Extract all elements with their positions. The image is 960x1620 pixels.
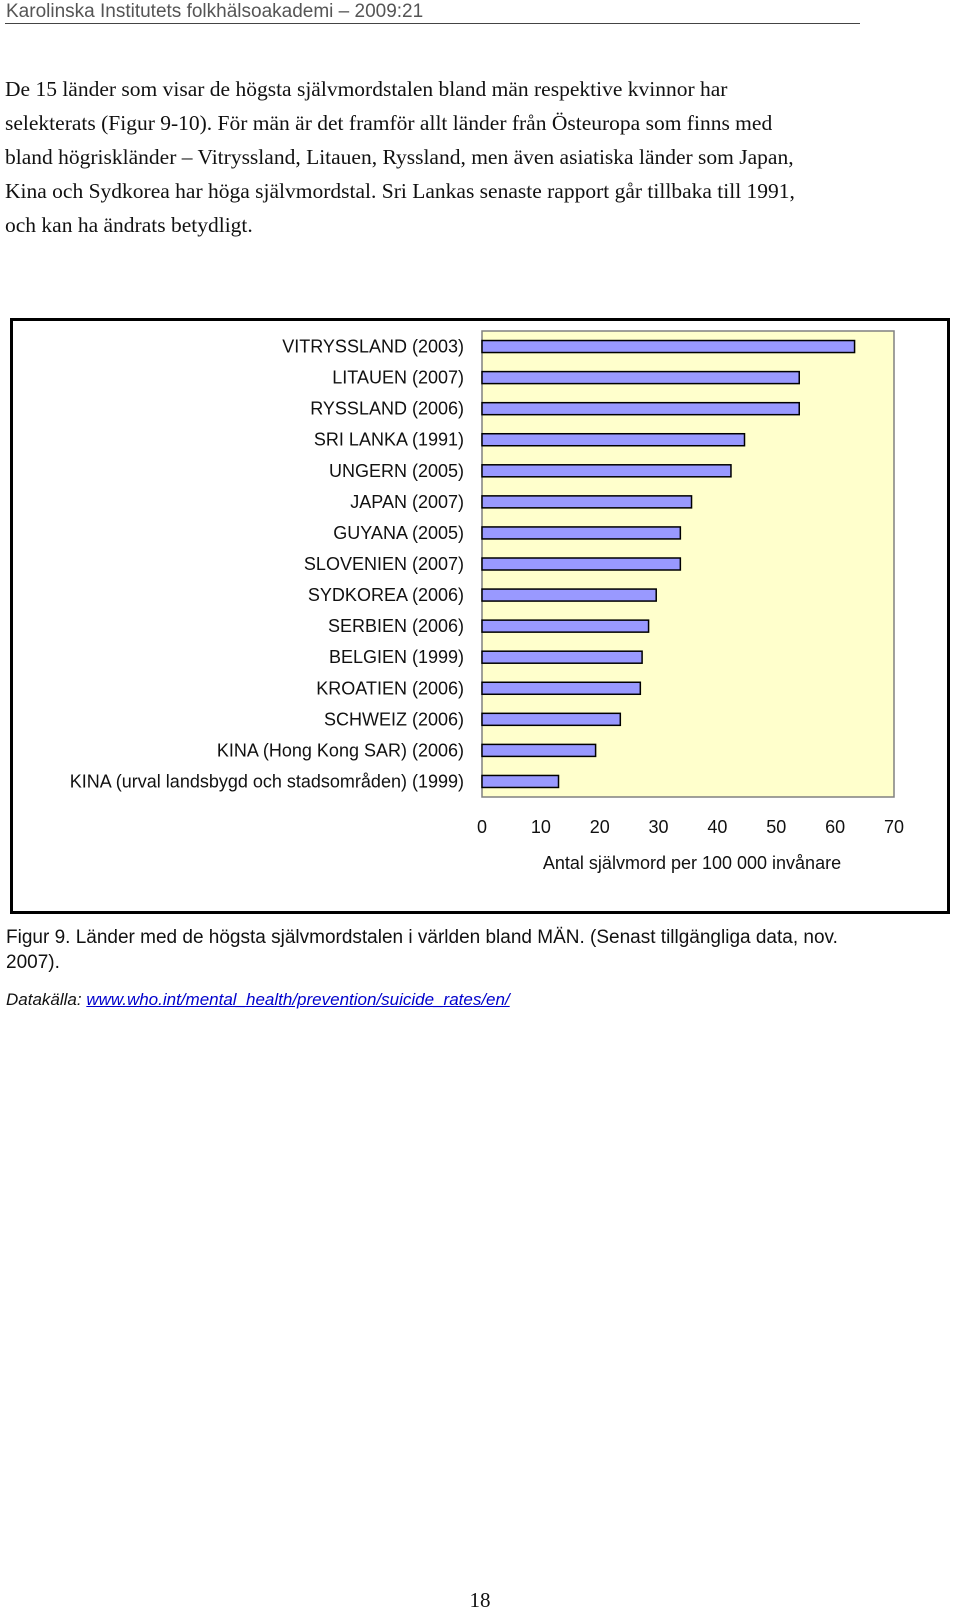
bar [481,681,642,696]
bar [481,495,693,509]
x-tick-label: 50 [766,817,786,837]
bar [481,557,682,571]
category-label: LITAUEN (2007) [332,368,464,388]
caption-line: Figur 9. Länder med de högsta självmords… [6,927,838,948]
data-source: Datakälla: www.who.int/mental_health/pre… [6,990,510,1010]
category-label: BELGIEN (1999) [329,647,464,667]
x-axis-label: Antal självmord per 100 000 invånare [543,853,841,873]
bar [481,712,622,727]
page-number: 18 [469,1588,491,1612]
paragraph-line: bland högrisk­länder – Vitryssland, Lita… [5,145,794,169]
bar [481,401,800,416]
bar [481,774,560,789]
category-label: SCHWEIZ (2006) [324,709,464,729]
figure-frame: VITRYSSLAND (2003) LITAUEN (2007) RYSSLAND… [10,318,950,914]
figure-caption: Figur 9. Länder med de högsta självmords… [6,925,956,975]
bar [481,588,657,602]
paragraph-line: och kan ha ändrats betydligt. [5,213,253,237]
category-label: KINA (Hong Kong SAR) (2006) [217,740,464,760]
body-paragraph: De 15 länder som visar de högsta självmo… [5,72,935,242]
category-label: GUYANA (2005) [333,523,464,543]
category-label: SRI LANKA (1991) [314,430,464,450]
x-tick-label: 20 [590,817,610,837]
x-tick-label: 70 [884,817,904,837]
category-label: VITRYSSLAND (2003) [282,337,464,357]
bar [481,464,732,478]
category-label: SLOVENIEN (2007) [304,554,464,574]
source-link[interactable]: www.who.int/mental_health/prevention/sui… [86,990,510,1009]
bar [481,526,682,540]
category-label: UNGERN (2005) [329,461,464,481]
bar-chart: VITRYSSLAND (2003) LITAUEN (2007) RYSSLAND… [70,330,904,873]
category-label: JAPAN (2007) [350,492,464,512]
paragraph-line: De 15 länder som visar de högsta självmo… [5,77,728,101]
source-label: Datakälla: [6,990,87,1009]
header-rule [5,23,860,24]
paragraph-line: selekterats (Figur 9-10). För män är det… [5,111,773,135]
paragraph-line: Kina och Sydkorea har höga självmordstal… [5,179,795,203]
caption-line: 2007). [6,952,60,973]
header-text: Karolinska Institutets folkhälsoakademi … [6,1,424,22]
category-label: SERBIEN (2006) [328,616,464,636]
x-tick-label: 30 [649,817,669,837]
category-label: KINA (urval landsbygd och stadsområden) … [70,771,464,791]
category-label: SYDKOREA (2006) [308,585,464,605]
x-tick-label: 10 [531,817,551,837]
category-label: RYSSLAND (2006) [310,399,464,419]
category-label: KROATIEN (2006) [316,678,464,698]
x-tick-label: 0 [477,817,487,837]
bar [481,743,597,758]
bar [481,339,856,354]
bar [481,370,800,385]
bar [481,650,643,664]
x-tick-label: 40 [707,817,727,837]
bar [481,432,746,447]
x-tick-label: 60 [825,817,845,837]
bar [481,619,650,633]
